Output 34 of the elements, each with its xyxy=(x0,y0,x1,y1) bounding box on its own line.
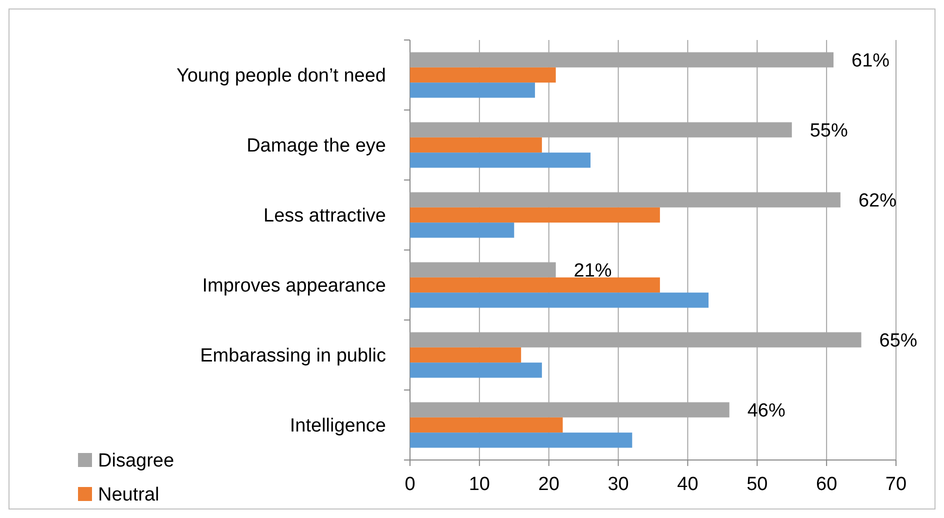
bar xyxy=(410,82,535,98)
x-tick-label: 10 xyxy=(468,474,490,495)
bar xyxy=(410,152,591,168)
y-tick-label: Less attractive xyxy=(264,206,386,227)
bar xyxy=(410,222,514,238)
y-tick-label: Damage the eye xyxy=(246,136,386,157)
bar xyxy=(410,292,709,308)
bar xyxy=(410,417,563,433)
data-label: 46% xyxy=(747,400,786,422)
bar xyxy=(410,137,542,153)
x-tick-label: 40 xyxy=(677,474,698,495)
x-tick-label: 20 xyxy=(538,474,560,495)
x-tick-label: 30 xyxy=(608,474,629,495)
x-tick-label: 50 xyxy=(746,474,768,495)
y-tick-label: Intelligence xyxy=(290,416,386,437)
bar xyxy=(410,432,632,448)
bar xyxy=(410,347,522,363)
data-label: 62% xyxy=(858,190,897,212)
legend-label: Neutral xyxy=(98,484,160,506)
x-tick-label: 60 xyxy=(816,474,838,495)
data-label: 21% xyxy=(574,260,612,282)
x-tick-label: 0 xyxy=(404,474,416,495)
data-label: 61% xyxy=(852,50,890,72)
bar xyxy=(410,67,556,83)
x-tick-label: 70 xyxy=(885,474,907,495)
data-label: 55% xyxy=(810,120,848,142)
bar xyxy=(410,277,660,293)
legend-label: Disagree xyxy=(98,450,174,472)
data-label: 65% xyxy=(879,330,918,352)
bar xyxy=(410,207,660,223)
bar xyxy=(410,362,542,378)
y-tick-label: Young people don’t need xyxy=(176,66,386,87)
y-tick-label: Embarassing in public xyxy=(200,346,386,367)
y-tick-label: Improves appearance xyxy=(202,276,386,297)
